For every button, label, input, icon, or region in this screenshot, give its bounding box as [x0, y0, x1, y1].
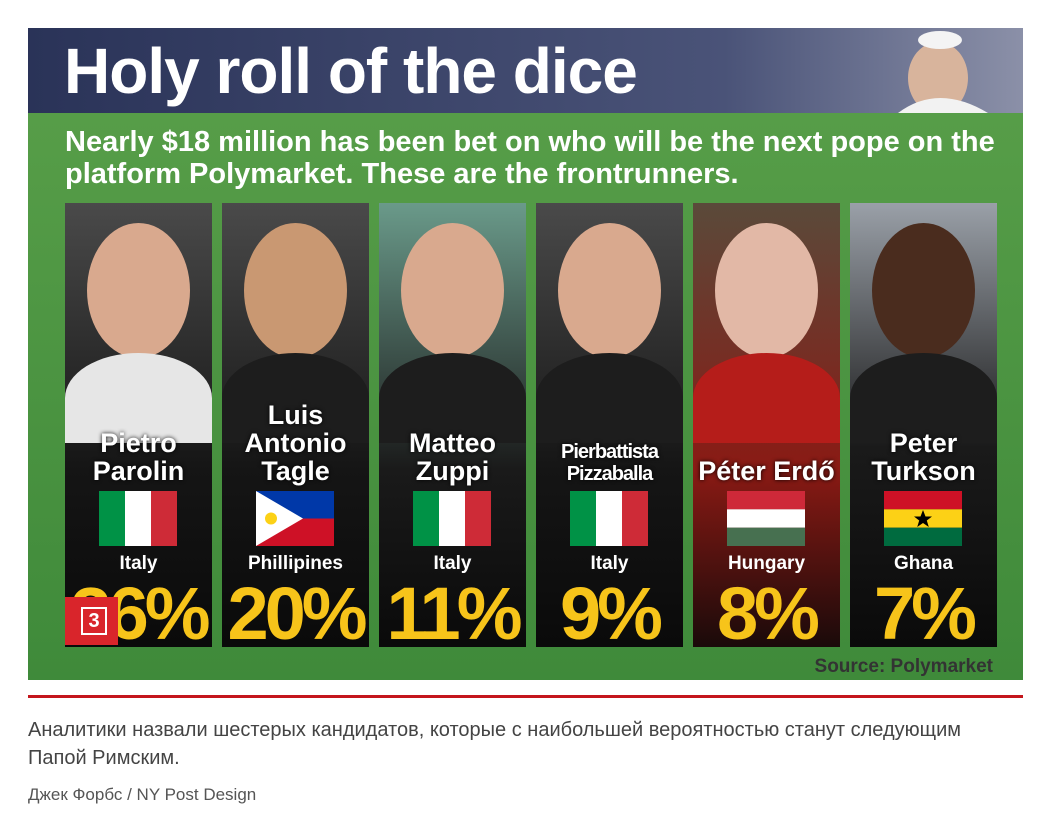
- portrait: [222, 353, 369, 443]
- flag: [570, 491, 648, 546]
- candidate-name: Péter Erdő: [698, 456, 835, 486]
- flag: [727, 491, 805, 546]
- portrait: [379, 353, 526, 443]
- subtitle: Nearly $18 million has been bet on who w…: [65, 126, 995, 190]
- share: 7%: [874, 572, 977, 647]
- candidate-name: Luis Antonio Tagle: [244, 400, 347, 486]
- candidate-card: Luis Antonio Tagle Phillipines 20%: [222, 203, 369, 647]
- flag: [884, 491, 962, 546]
- country: Italy: [119, 553, 158, 574]
- title: Holy roll of the dice: [64, 35, 638, 107]
- share: 20%: [227, 572, 367, 647]
- share: 11%: [386, 572, 522, 647]
- caption: Аналитики назвали шестерых кандидатов, к…: [28, 719, 962, 769]
- portrait: [872, 223, 975, 358]
- portrait: [401, 223, 504, 358]
- portrait: [850, 353, 997, 443]
- candidate-card: Matteo Zuppi Italy 11%: [379, 203, 526, 647]
- header-band: [28, 28, 1023, 113]
- country: Phillipines: [247, 553, 344, 574]
- share: 9%: [560, 572, 663, 647]
- portrait: [244, 223, 347, 358]
- portrait: [87, 223, 190, 358]
- source: Source: Polymarket: [814, 656, 993, 677]
- pope-photo: [898, 31, 988, 113]
- flag: [99, 491, 177, 546]
- share: 8%: [717, 572, 820, 647]
- country: Italy: [590, 553, 629, 574]
- candidate-name: Pierbattista Pizzaballa: [561, 441, 659, 485]
- candidate-card: Péter Erdő Hungary 8%: [693, 203, 840, 647]
- portrait: [536, 353, 683, 443]
- candidate-name: Peter Turkson: [871, 428, 976, 486]
- portrait: [65, 353, 212, 443]
- country: Hungary: [727, 553, 806, 574]
- country: Ghana: [893, 553, 954, 574]
- country: Italy: [433, 553, 472, 574]
- candidate-card: Peter Turkson Ghana 7%: [850, 203, 997, 647]
- portrait: [558, 223, 661, 358]
- candidate-card: Pierbattista Pizzaballa Italy 9%: [536, 203, 683, 647]
- candidate-name: Matteo Zuppi: [409, 428, 496, 486]
- portrait: [693, 353, 840, 443]
- portrait: [715, 223, 818, 358]
- infographic: Holy roll of the dice Nearly $18 million…: [28, 28, 1023, 680]
- candidate-card: Pietro Parolin Italy 36%: [65, 203, 212, 647]
- candidate-name: Pietro Parolin: [92, 428, 185, 486]
- image-counter-number: 3: [81, 607, 107, 635]
- credit: Джек Форбс / NY Post Design: [28, 785, 257, 804]
- flag: [256, 491, 334, 546]
- image-counter: 3: [65, 597, 118, 645]
- flag: [413, 491, 491, 546]
- divider: [28, 695, 1023, 698]
